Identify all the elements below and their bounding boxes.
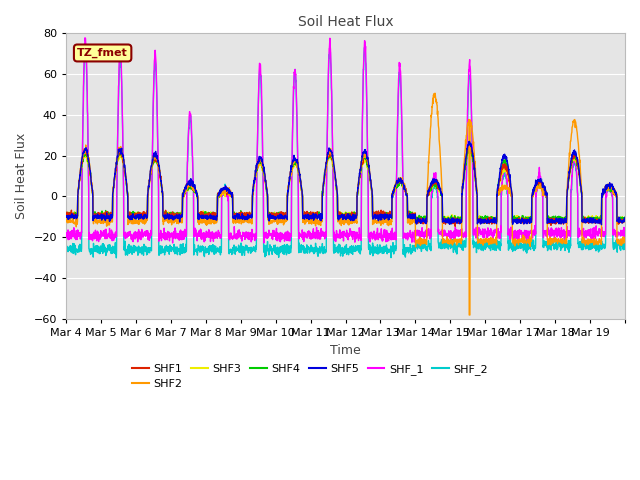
SHF5 (62, 214, 70, 219)
SHF4 (239, 212, 246, 218)
SHF_1 (614, 234, 621, 240)
SHF1 (546, 217, 554, 223)
SHF4 (513, 221, 521, 227)
Line: SHF_2: SHF_2 (66, 45, 625, 258)
SHF1 (515, 216, 522, 222)
SHF_1 (239, 229, 246, 235)
SHF5 (118, 150, 125, 156)
SHF_2 (515, 244, 522, 250)
SHF2 (239, 219, 246, 225)
SHF_1 (118, 96, 126, 102)
SHF_2 (380, 246, 387, 252)
Legend: SHF1, SHF2, SHF3, SHF4, SHF5, SHF_1, SHF_2: SHF1, SHF2, SHF3, SHF4, SHF5, SHF_1, SHF… (127, 359, 492, 394)
Line: SHF_1: SHF_1 (66, 38, 625, 243)
SHF5 (614, 217, 621, 223)
SHF4 (546, 216, 554, 221)
SHF1 (465, 140, 473, 146)
SHF4 (621, 214, 629, 220)
SHF3 (465, 144, 473, 150)
SHF1 (614, 218, 621, 224)
SHF1 (451, 224, 459, 229)
SHF5 (621, 217, 629, 223)
SHF5 (379, 212, 387, 217)
SHF_1 (380, 229, 387, 235)
SHF3 (621, 217, 629, 223)
SHF_1 (81, 35, 89, 41)
SHF1 (118, 153, 125, 158)
SHF_2 (614, 241, 621, 247)
SHF2 (431, 90, 439, 96)
SHF_1 (621, 226, 629, 231)
SHF2 (62, 219, 70, 225)
SHF4 (515, 218, 522, 224)
SHF3 (118, 156, 125, 161)
SHF5 (239, 216, 246, 222)
SHF4 (465, 145, 473, 151)
SHF_1 (546, 231, 554, 237)
SHF4 (118, 150, 125, 156)
SHF5 (546, 216, 554, 222)
Text: TZ_fmet: TZ_fmet (77, 48, 128, 58)
SHF3 (581, 220, 589, 226)
SHF2 (465, 312, 473, 318)
Line: SHF2: SHF2 (66, 93, 625, 315)
SHF_1 (260, 240, 268, 246)
Title: Soil Heat Flux: Soil Heat Flux (298, 15, 394, 29)
SHF1 (379, 214, 387, 219)
SHF2 (515, 240, 522, 246)
SHF4 (614, 215, 621, 221)
SHF4 (62, 210, 70, 216)
SHF2 (621, 238, 629, 244)
SHF5 (598, 222, 605, 228)
X-axis label: Time: Time (330, 344, 361, 357)
Line: SHF4: SHF4 (66, 148, 625, 224)
SHF_2 (546, 246, 554, 252)
SHF_2 (113, 255, 120, 261)
Line: SHF1: SHF1 (66, 143, 625, 227)
SHF3 (614, 216, 621, 221)
Y-axis label: Soil Heat Flux: Soil Heat Flux (15, 133, 28, 219)
SHF2 (379, 216, 387, 222)
SHF1 (239, 212, 246, 218)
SHF2 (118, 151, 125, 156)
SHF1 (621, 217, 629, 223)
SHF3 (62, 213, 70, 218)
SHF3 (546, 215, 554, 221)
SHF3 (379, 212, 387, 217)
SHF_2 (239, 245, 246, 251)
SHF2 (614, 238, 621, 244)
SHF1 (62, 212, 70, 218)
Line: SHF3: SHF3 (66, 147, 625, 223)
SHF_2 (62, 251, 70, 257)
SHF_1 (62, 233, 70, 239)
SHF5 (465, 138, 473, 144)
SHF3 (239, 213, 246, 218)
SHF_1 (515, 233, 522, 239)
SHF2 (546, 234, 554, 240)
SHF_2 (621, 241, 629, 247)
SHF4 (379, 211, 387, 216)
SHF_2 (361, 42, 369, 48)
Line: SHF5: SHF5 (66, 141, 625, 225)
SHF3 (514, 217, 522, 223)
SHF_2 (118, 102, 126, 108)
SHF5 (514, 218, 522, 224)
